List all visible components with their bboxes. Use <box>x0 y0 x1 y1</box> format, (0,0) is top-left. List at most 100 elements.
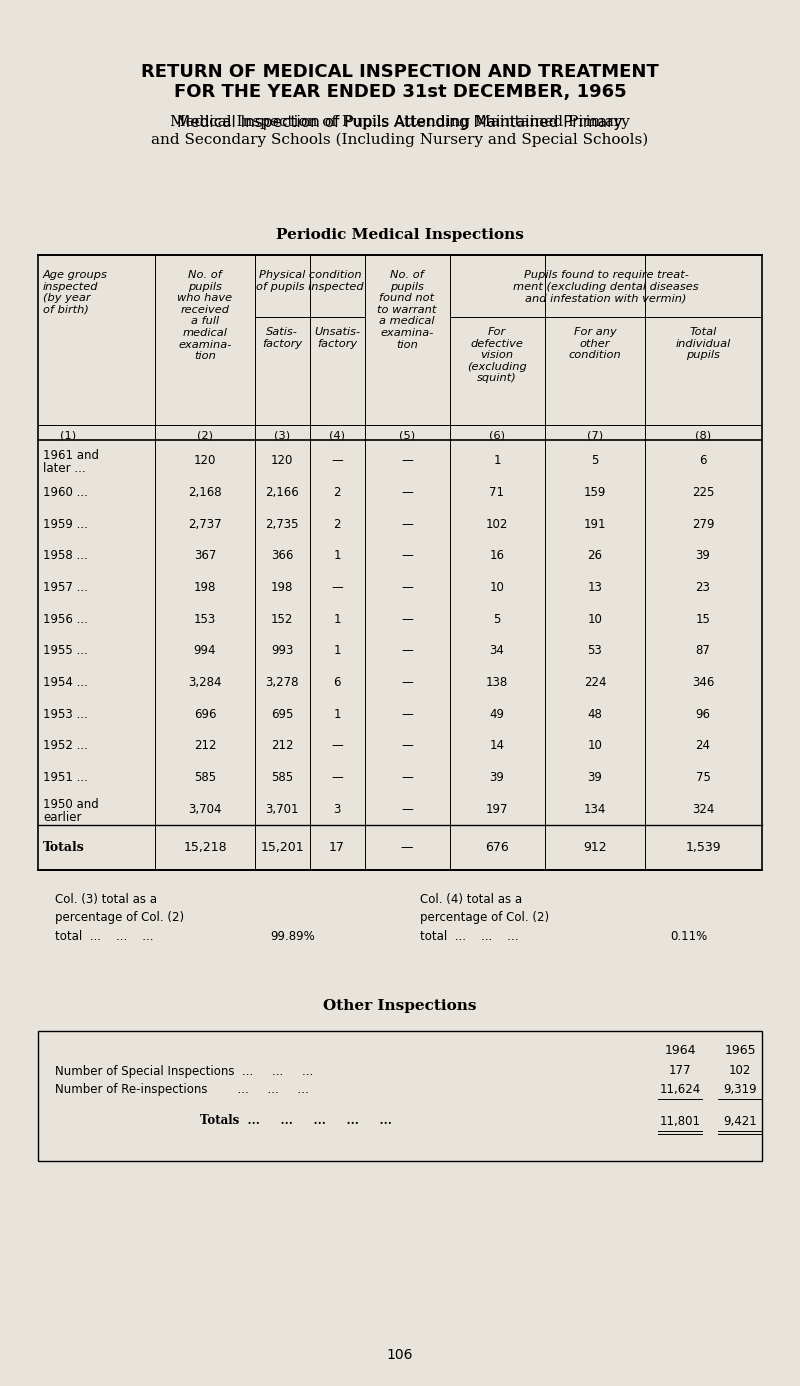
Text: and Secondary Schools (Including Nursery and Special Schools): and Secondary Schools (Including Nursery… <box>151 133 649 147</box>
Text: 6: 6 <box>334 676 341 689</box>
Text: —: — <box>401 549 413 563</box>
Text: 367: 367 <box>194 549 216 563</box>
Text: 3,284: 3,284 <box>188 676 222 689</box>
Text: percentage of Col. (2): percentage of Col. (2) <box>420 912 549 924</box>
Text: percentage of Col. (2): percentage of Col. (2) <box>55 912 184 924</box>
Text: 1957 ...: 1957 ... <box>43 581 88 595</box>
Text: 212: 212 <box>194 739 216 753</box>
Text: 1961 and: 1961 and <box>43 449 99 463</box>
Text: 1: 1 <box>494 455 501 467</box>
Text: 695: 695 <box>271 708 293 721</box>
Text: 96: 96 <box>695 708 710 721</box>
Text: 993: 993 <box>271 644 293 657</box>
Text: 159: 159 <box>584 486 606 499</box>
Text: 912: 912 <box>583 841 607 854</box>
Text: 106: 106 <box>386 1349 414 1362</box>
Text: 10: 10 <box>587 613 602 625</box>
Text: 585: 585 <box>194 771 216 784</box>
Text: 1960 ...: 1960 ... <box>43 486 88 499</box>
Text: RETURN OF MEDICAL INSPECTION AND TREATMENT: RETURN OF MEDICAL INSPECTION AND TREATME… <box>141 62 659 80</box>
Text: (4): (4) <box>329 430 345 439</box>
Text: 346: 346 <box>692 676 714 689</box>
Text: 11,801: 11,801 <box>659 1114 701 1127</box>
Text: (5): (5) <box>399 430 415 439</box>
Text: 1959 ...: 1959 ... <box>43 517 88 531</box>
Text: Number of Special Inspections  ...     ...     ...: Number of Special Inspections ... ... ..… <box>55 1064 314 1077</box>
Text: 6: 6 <box>699 455 706 467</box>
Text: —: — <box>331 455 343 467</box>
Text: —: — <box>401 771 413 784</box>
Text: 102: 102 <box>486 517 508 531</box>
Text: No. of
pupils
who have
received
a full
medical
examina-
tion: No. of pupils who have received a full m… <box>178 270 233 362</box>
Text: —: — <box>331 739 343 753</box>
Text: Total
individual
pupils: Total individual pupils <box>675 327 730 360</box>
Text: 1: 1 <box>334 644 341 657</box>
Text: Totals: Totals <box>43 841 85 854</box>
Text: 225: 225 <box>692 486 714 499</box>
Text: —: — <box>401 676 413 689</box>
Text: Physical condition
of pupils inspected: Physical condition of pupils inspected <box>256 270 364 291</box>
Text: 324: 324 <box>692 802 714 816</box>
Text: 24: 24 <box>695 739 710 753</box>
Text: 0.11%: 0.11% <box>670 930 707 942</box>
Text: 99.89%: 99.89% <box>270 930 314 942</box>
Text: 198: 198 <box>271 581 293 595</box>
Text: 696: 696 <box>194 708 216 721</box>
Text: (1): (1) <box>60 430 76 439</box>
Text: 2,168: 2,168 <box>188 486 222 499</box>
Text: (8): (8) <box>695 430 711 439</box>
Text: 10: 10 <box>587 739 602 753</box>
Text: total  ...    ...    ...: total ... ... ... <box>55 930 154 942</box>
Text: 1958 ...: 1958 ... <box>43 549 88 563</box>
Text: 102: 102 <box>729 1064 751 1077</box>
Text: 1954 ...: 1954 ... <box>43 676 88 689</box>
Text: 48: 48 <box>587 708 602 721</box>
Text: 1: 1 <box>334 708 341 721</box>
Text: 197: 197 <box>486 802 508 816</box>
Text: 15: 15 <box>695 613 710 625</box>
Text: 17: 17 <box>329 841 345 854</box>
Text: 10: 10 <box>490 581 505 595</box>
Text: —: — <box>331 581 343 595</box>
Text: 26: 26 <box>587 549 602 563</box>
Text: 1955 ...: 1955 ... <box>43 644 88 657</box>
Text: 1,539: 1,539 <box>685 841 721 854</box>
Text: 1953 ...: 1953 ... <box>43 708 88 721</box>
Text: 2,735: 2,735 <box>266 517 298 531</box>
Text: —: — <box>401 581 413 595</box>
Text: Satis-
factory: Satis- factory <box>262 327 302 349</box>
Text: 23: 23 <box>695 581 710 595</box>
Text: Other Inspections: Other Inspections <box>323 999 477 1013</box>
Text: 1950 and: 1950 and <box>43 798 98 811</box>
Text: —: — <box>401 708 413 721</box>
Text: 153: 153 <box>194 613 216 625</box>
Text: total  ...    ...    ...: total ... ... ... <box>420 930 518 942</box>
Text: 134: 134 <box>584 802 606 816</box>
Text: 1: 1 <box>334 613 341 625</box>
Text: (3): (3) <box>274 430 290 439</box>
Text: 15,201: 15,201 <box>260 841 304 854</box>
Text: —: — <box>401 517 413 531</box>
Bar <box>38 1031 762 1161</box>
Text: 16: 16 <box>490 549 505 563</box>
Text: 191: 191 <box>584 517 606 531</box>
Text: 1965: 1965 <box>724 1045 756 1058</box>
Text: 676: 676 <box>485 841 509 854</box>
Text: —: — <box>401 841 414 854</box>
Text: —: — <box>401 486 413 499</box>
Text: 1: 1 <box>334 549 341 563</box>
Text: 15,218: 15,218 <box>183 841 227 854</box>
Text: 3,704: 3,704 <box>188 802 222 816</box>
Text: earlier: earlier <box>43 811 82 823</box>
Text: —: — <box>401 455 413 467</box>
Text: 3,278: 3,278 <box>266 676 298 689</box>
Text: 279: 279 <box>692 517 714 531</box>
Text: 3: 3 <box>334 802 341 816</box>
Text: (7): (7) <box>587 430 603 439</box>
Text: —: — <box>331 771 343 784</box>
Text: FOR THE YEAR ENDED 31st DECEMBER, 1965: FOR THE YEAR ENDED 31st DECEMBER, 1965 <box>174 83 626 101</box>
Text: 212: 212 <box>270 739 294 753</box>
Text: 75: 75 <box>695 771 710 784</box>
Text: Pupils found to require treat-
ment (excluding dental diseases
and infestation w: Pupils found to require treat- ment (exc… <box>513 270 699 304</box>
Text: (6): (6) <box>489 430 505 439</box>
